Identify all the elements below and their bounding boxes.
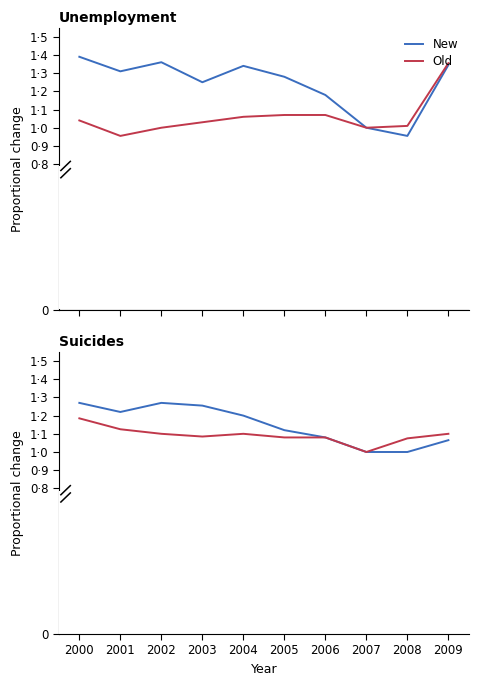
Y-axis label: Proportional change: Proportional change <box>11 430 24 556</box>
Text: Suicides: Suicides <box>59 335 124 350</box>
X-axis label: Year: Year <box>251 663 277 676</box>
Text: Unemployment: Unemployment <box>59 11 177 25</box>
Bar <box>59 166 469 309</box>
Legend: New, Old: New, Old <box>401 34 463 73</box>
Bar <box>59 491 469 633</box>
Y-axis label: Proportional change: Proportional change <box>11 106 24 232</box>
